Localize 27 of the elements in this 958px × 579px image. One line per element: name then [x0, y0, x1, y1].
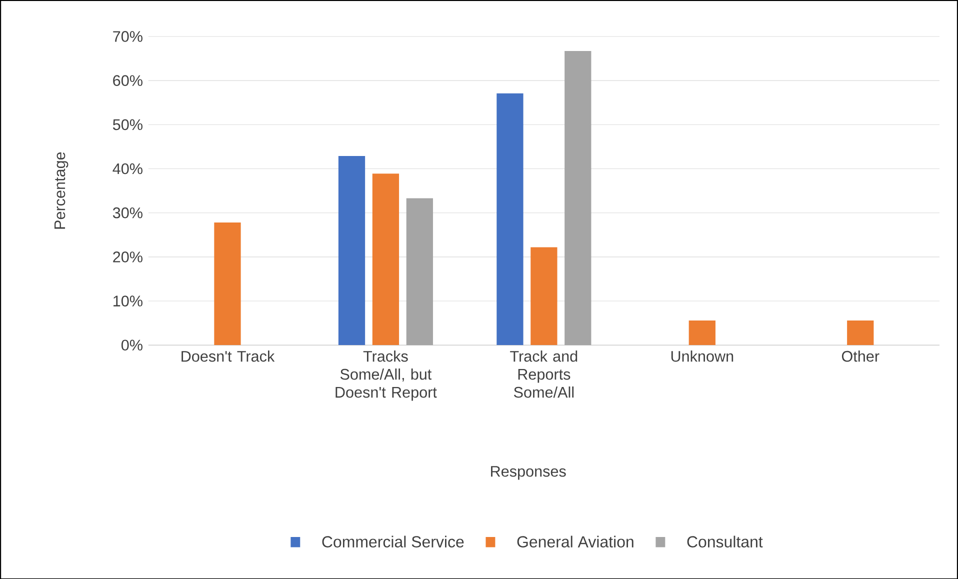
y-tick-label: 0%	[121, 340, 142, 350]
x-tick-label: Track and Reports Some/All	[510, 350, 578, 398]
y-tick-label: 10%	[114, 295, 142, 306]
y-tick-label: 20%	[113, 251, 142, 262]
y-tick-label: 50%	[112, 119, 142, 130]
x-tick-label: Unknown	[671, 350, 734, 362]
legend-label: Consultant	[687, 536, 763, 548]
legend-label: General Aviation	[517, 536, 634, 548]
legend-label: Commercial Service	[322, 536, 464, 548]
x-tick-label: Other	[842, 350, 880, 362]
y-tick-label: 40%	[112, 163, 142, 174]
bar	[214, 222, 241, 345]
x-axis-title: Responses	[491, 466, 566, 480]
bar	[406, 198, 433, 345]
x-tick-label: Doesn't Track	[182, 350, 275, 362]
bar	[338, 156, 366, 345]
bar	[688, 320, 716, 345]
bar	[847, 320, 874, 345]
y-axis-title: Percentage	[54, 152, 68, 229]
y-tick-label: 30%	[112, 207, 142, 218]
bar	[564, 50, 592, 345]
y-tick-label: 60%	[113, 74, 142, 86]
bar	[372, 173, 400, 345]
x-tick-label: Tracks Some/All, but Doesn't Report	[336, 350, 437, 401]
y-tick-label: 70%	[113, 30, 142, 42]
bar	[496, 93, 524, 345]
bar	[530, 247, 558, 345]
